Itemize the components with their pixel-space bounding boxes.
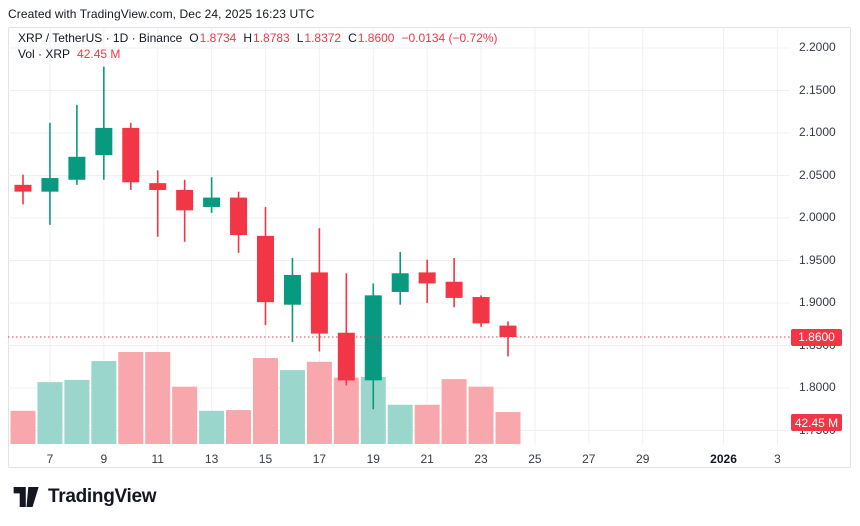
- symbol-title[interactable]: XRP / TetherUS · 1D · Binance: [18, 31, 183, 45]
- legend-row-volume: Vol · XRP 42.45 M: [18, 47, 498, 62]
- chart-canvas[interactable]: [8, 27, 790, 445]
- time-tick-label: 7: [46, 452, 54, 466]
- ohlc-low: L 1.8372: [296, 31, 342, 45]
- volume-bar: [306, 361, 332, 444]
- volume-series-title[interactable]: Vol · XRP: [18, 47, 71, 61]
- volume-bar: [145, 352, 171, 444]
- price-tick-label: 2.0500: [799, 167, 836, 182]
- price-axis[interactable]: 2.2000 2.1500 2.1000 2.0500 2.0000 1.9500 1.90…: [790, 27, 852, 445]
- volume-value: 42.45 M: [77, 47, 121, 61]
- time-tick-label: 13: [204, 452, 219, 466]
- time-tick-label: 23: [474, 452, 488, 466]
- candle-body: [445, 281, 463, 298]
- price-tick-label: 2.1000: [799, 125, 836, 139]
- volume-bar: [387, 404, 413, 444]
- price-tick-label: 2.2000: [799, 40, 836, 54]
- candle-body: [337, 332, 355, 381]
- candle-body: [203, 197, 221, 207]
- volume-bar: [414, 404, 440, 444]
- volume-bar: [10, 410, 36, 444]
- candle-body: [122, 127, 140, 183]
- volume-bar: [91, 361, 117, 444]
- volume-bar: [279, 370, 305, 444]
- ohlc-open: O 1.8734: [189, 31, 237, 45]
- volume-bar: [495, 411, 521, 444]
- ohlc-high: H 1.8783: [243, 31, 290, 45]
- tradingview-logo[interactable]: TradingView: [13, 486, 157, 508]
- candle-body: [418, 272, 436, 284]
- candle-body: [230, 197, 248, 235]
- candle-body: [310, 272, 328, 334]
- time-tick-label: 27: [582, 452, 596, 466]
- time-tick-label: 19: [366, 452, 380, 466]
- candle-body: [68, 156, 86, 180]
- change-value: −0.0134 (−0.72%): [401, 31, 498, 45]
- time-tick-label: 21: [420, 452, 434, 466]
- price-tick-label: 2.1500: [799, 82, 836, 97]
- volume-bar: [172, 386, 198, 444]
- candle-body: [364, 295, 382, 381]
- time-tick-label: 9: [100, 452, 108, 466]
- tradingview-logo-text: TradingView: [48, 486, 157, 507]
- volume-bar: [37, 382, 63, 444]
- volume-bar: [118, 352, 144, 444]
- candle-body: [149, 183, 167, 190]
- time-tick-label: 29: [636, 452, 650, 466]
- volume-bar: [468, 386, 494, 444]
- last-price-badge: 1.8600: [791, 328, 842, 346]
- volume-bar: [252, 358, 278, 444]
- candle-body: [472, 297, 490, 324]
- candle-body: [391, 273, 409, 292]
- time-tick-label: 11: [151, 452, 164, 466]
- candle-body: [41, 178, 59, 192]
- volume-bar: [64, 379, 90, 444]
- attribution-text: Created with TradingView.com, Dec 24, 20…: [8, 7, 315, 21]
- time-tick-label: 25: [528, 452, 542, 466]
- candle-body: [283, 274, 301, 305]
- candle-body: [14, 184, 32, 192]
- volume-badge: 42.45 M: [791, 414, 842, 431]
- candle-body: [176, 189, 194, 211]
- time-tick-label: 15: [258, 452, 273, 466]
- volume-bar: [441, 379, 467, 444]
- ohlc-close: C 1.8600: [348, 31, 395, 45]
- time-axis[interactable]: 7 9 11 13 15 17 19 21 23 25 27 29 2026 3: [8, 445, 790, 469]
- price-tick-label: 2.0000: [799, 210, 836, 224]
- volume-bar: [333, 377, 359, 444]
- time-tick-label: 2026: [710, 452, 737, 466]
- price-tick-label: 1.9000: [799, 295, 836, 309]
- candle-body: [499, 325, 517, 337]
- price-tick-label: 1.9500: [799, 252, 836, 267]
- volume-bar: [226, 410, 252, 444]
- candle-body: [95, 127, 113, 156]
- time-tick-label: 3: [774, 452, 781, 466]
- time-tick-label: 17: [312, 452, 327, 466]
- candle-body: [256, 235, 274, 303]
- tradingview-logo-mark: [13, 487, 39, 507]
- volume-bar: [199, 410, 225, 444]
- price-tick-label: 1.8000: [799, 380, 836, 394]
